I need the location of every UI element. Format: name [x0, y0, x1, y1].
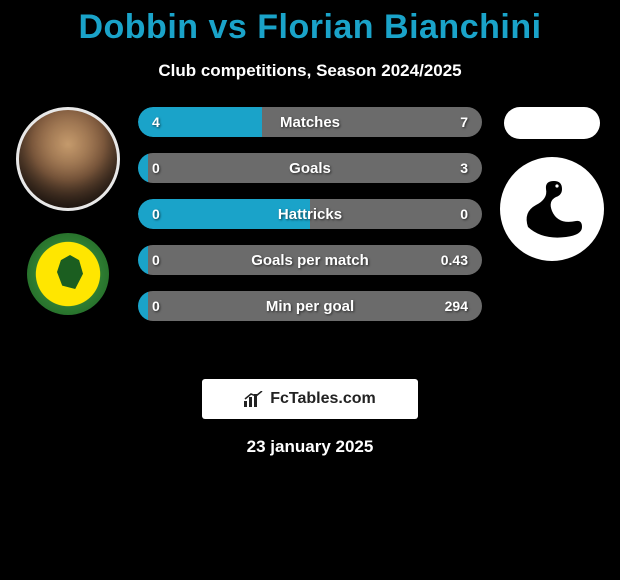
swan-icon — [518, 177, 586, 245]
player-photo-left — [16, 107, 120, 211]
right-player-column — [492, 107, 612, 261]
left-player-column — [8, 107, 128, 315]
club-crest-norwich — [27, 233, 109, 315]
stat-row: 0294Min per goal — [138, 291, 482, 321]
club-pill-swansea — [504, 107, 600, 139]
attribution-text: FcTables.com — [270, 390, 376, 408]
stat-label: Hattricks — [138, 199, 482, 229]
club-crest-swansea — [500, 157, 604, 261]
stat-label: Min per goal — [138, 291, 482, 321]
stat-row: 03Goals — [138, 153, 482, 183]
page-title: Dobbin vs Florian Bianchini — [0, 8, 620, 47]
stats-container: 47Matches 03Goals 00Hattricks 00.43Goals pe… — [138, 107, 482, 337]
date-text: 23 january 2025 — [0, 437, 620, 457]
comparison-content: 47Matches03Goals00Hattricks00.43Goals pe… — [0, 113, 620, 373]
stat-row: 00.43Goals per match — [138, 245, 482, 275]
page-subtitle: Club competitions, Season 2024/2025 — [0, 61, 620, 81]
chart-icon — [244, 391, 264, 407]
stat-row: 00Hattricks — [138, 199, 482, 229]
attribution-box: FcTables.com — [202, 379, 418, 419]
stat-label: Goals — [138, 153, 482, 183]
stat-row: 47Matches — [138, 107, 482, 137]
stat-label: Goals per match — [138, 245, 482, 275]
stat-label: Matches — [138, 107, 482, 137]
